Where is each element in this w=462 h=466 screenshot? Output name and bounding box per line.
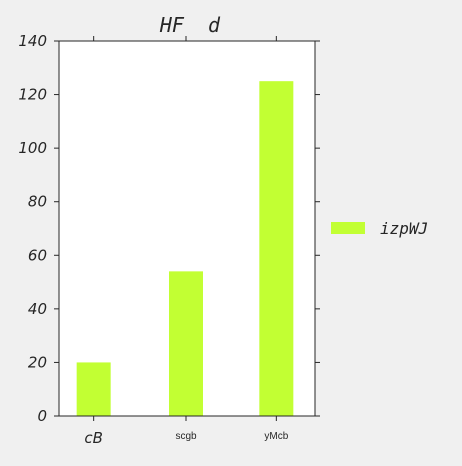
- bar-yMcb: [259, 81, 294, 416]
- bar-scgb: [169, 271, 203, 416]
- legend: izpWJ: [331, 219, 428, 238]
- ytick-label: 120: [18, 86, 47, 104]
- legend-label: izpWJ: [380, 219, 428, 238]
- xtick-label-scgb: scgb: [175, 431, 197, 442]
- legend-swatch: [331, 222, 365, 234]
- chart-title: HF d: [159, 13, 221, 37]
- ytick-label: 20: [28, 353, 47, 371]
- bar-cB: [76, 362, 111, 416]
- ytick-label: 0: [37, 407, 47, 425]
- ticks-layer: 0 20 40 60 80 100 120 140 cB scgb yMcb: [18, 32, 320, 447]
- ytick-label: 60: [28, 246, 47, 264]
- axes-layer: [58, 40, 316, 417]
- ytick-label: 80: [28, 193, 47, 211]
- bars-layer: [76, 81, 294, 416]
- ytick-label: 40: [28, 300, 47, 318]
- xtick-label-yMcb: yMcb: [264, 431, 288, 442]
- xtick-label-cB: cB: [84, 429, 103, 447]
- ytick-label: 100: [18, 139, 47, 157]
- ytick-label: 140: [18, 32, 47, 50]
